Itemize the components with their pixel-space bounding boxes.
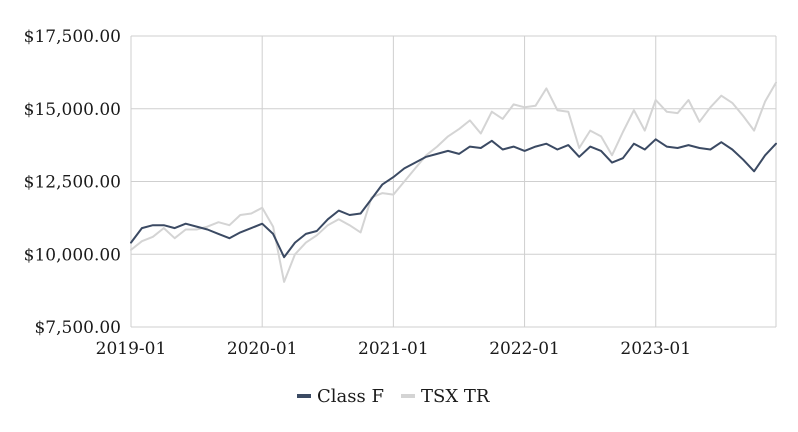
x-tick-label: 2023-01 [620,339,691,359]
x-tick-label: 2020-01 [227,339,298,359]
legend-label: Class F [317,386,384,407]
legend-item-class-f: Class F [297,386,384,407]
legend-item-tsx-tr: TSX TR [401,386,490,407]
y-tick-label: $15,000.00 [24,100,121,120]
grid [130,35,777,328]
series-line-class-f [130,138,777,259]
y-axis-ticks: $7,500.00 $10,000.00 $12,500.00 $15,000.00 $… [24,27,121,338]
x-tick-label: 2022-01 [489,339,560,359]
y-tick-label: $10,000.00 [24,245,121,265]
series-lines [130,81,777,283]
x-tick-label: 2019-01 [96,339,167,359]
y-tick-label: $17,500.00 [24,27,121,47]
x-axis-ticks: 2019-01 2020-01 2021-01 2022-01 2023-01 [96,339,691,359]
legend: Class F TSX TR [297,386,490,407]
legend-label: TSX TR [421,386,490,407]
x-tick-label: 2021-01 [358,339,429,359]
series-line-tsx-tr [130,81,777,283]
y-tick-label: $12,500.00 [24,173,121,193]
y-tick-label: $7,500.00 [34,318,121,338]
